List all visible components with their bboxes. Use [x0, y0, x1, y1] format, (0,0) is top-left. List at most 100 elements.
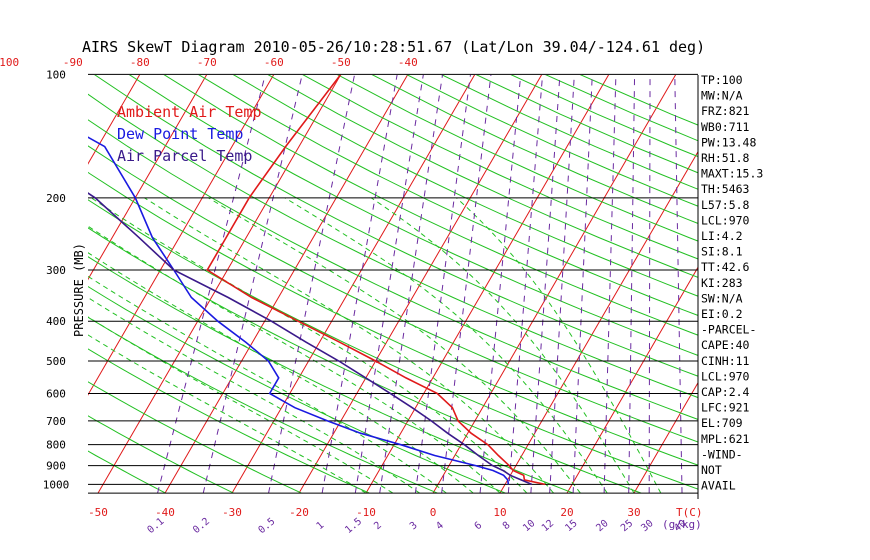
- dry-adiabat-line: [88, 171, 698, 466]
- mixing-ratio-tick-label: 4: [434, 520, 446, 532]
- mixing-ratio-unit: (g/kg): [662, 518, 702, 531]
- dry-adiabat-line: [88, 381, 302, 494]
- index-label: SI:8.1: [701, 245, 743, 259]
- index-label: EI:0.2: [701, 307, 743, 321]
- pressure-tick-label: 200: [46, 192, 66, 205]
- bottom-temp-tick-label: 0: [430, 506, 437, 519]
- mixing-ratio-tick-label: 0.2: [191, 516, 212, 536]
- bottom-axis-unit: T(C): [676, 506, 703, 519]
- dry-adiabat-line: [302, 75, 698, 260]
- mixing-ratio-line: [549, 75, 575, 494]
- index-label: -WIND-: [701, 447, 743, 461]
- isotherm-line: [432, 75, 677, 494]
- isotherm-line: [0, 74, 6, 493]
- index-label: CAPE:40: [701, 338, 750, 352]
- series-line: [88, 192, 533, 486]
- mixing-ratio-tick-label: 25: [619, 518, 635, 534]
- bottom-temp-tick-label: -50: [88, 506, 108, 519]
- isotherm-line: [88, 75, 208, 281]
- legend-entry: Dew Point Temp: [117, 125, 243, 143]
- bottom-temp-tick-label: -10: [356, 506, 376, 519]
- dry-adiabat-line: [88, 316, 438, 494]
- mixing-ratio-line: [479, 75, 522, 494]
- isotherm-line: [566, 266, 698, 494]
- pressure-tick-label: 300: [46, 264, 66, 277]
- mixing-ratio-tick-label: 0.1: [145, 516, 166, 536]
- index-label: AVAIL: [701, 479, 736, 493]
- index-label: MAXT:15.3: [701, 167, 763, 181]
- top-temp-tick-label: -60: [264, 56, 284, 69]
- mixing-ratio-tick-label: 8: [501, 520, 513, 532]
- index-label: TT:42.6: [701, 260, 750, 274]
- moist-adiabat-line: [144, 197, 554, 494]
- dry-adiabat-line: [88, 199, 698, 490]
- index-label: NOT: [701, 463, 722, 477]
- dry-adiabat-line: [88, 93, 698, 399]
- dry-adiabat-line: [88, 227, 642, 494]
- dry-adiabat-line: [88, 450, 166, 494]
- dry-adiabat-line: [406, 75, 698, 207]
- index-label: -PARCEL-: [701, 323, 756, 337]
- mixing-ratio-line: [530, 75, 561, 494]
- top-temp-tick-label: -40: [398, 56, 418, 69]
- dry-adiabat-line: [94, 75, 698, 377]
- dry-adiabat-line: [371, 75, 698, 224]
- pressure-tick-label: 1000: [43, 478, 70, 491]
- index-label: EL:709: [701, 416, 743, 430]
- pressure-tick-label: 900: [46, 460, 66, 473]
- isotherm-line: [0, 74, 73, 493]
- dry-adiabat-line: [163, 75, 698, 336]
- isotherm-line: [633, 381, 698, 494]
- y-axis-label: PRESSURE (MB): [72, 243, 86, 337]
- legend-entry: Ambient Air Temp: [117, 103, 262, 121]
- mixing-ratio-tick-label: 2: [372, 520, 384, 532]
- moist-adiabat-line: [456, 197, 662, 494]
- pressure-tick-label: 400: [46, 315, 66, 328]
- moist-adiabat-line: [88, 275, 447, 494]
- moist-adiabat-line: [88, 225, 501, 494]
- dry-adiabat-line: [128, 75, 698, 356]
- dry-adiabat-line: [267, 75, 698, 278]
- pressure-tick-label: 600: [46, 387, 66, 400]
- index-label: LCL:970: [701, 213, 750, 227]
- bottom-temp-tick-label: -20: [289, 506, 309, 519]
- mixing-ratio-line: [628, 75, 636, 494]
- index-label: WB0:711: [701, 120, 750, 134]
- mixing-ratio-tick-label: 1.5: [343, 516, 364, 536]
- mixing-ratio-tick-label: 30: [639, 518, 655, 534]
- moist-adiabat-line: [284, 197, 608, 494]
- isotherm-line: [768, 74, 870, 493]
- index-label: LI:4.2: [701, 229, 743, 243]
- legend-entry: Air Parcel Temp: [117, 147, 252, 165]
- dry-adiabat-line: [88, 348, 370, 494]
- moist-adiabat-line: [90, 197, 528, 494]
- index-label: MPL:621: [701, 432, 750, 446]
- top-temp-tick-label: -70: [197, 56, 217, 69]
- mixing-ratio-line: [157, 75, 266, 494]
- mixing-ratio-tick-label: 3: [408, 520, 420, 532]
- isotherm-line: [88, 75, 275, 396]
- pressure-tick-label: 500: [46, 355, 66, 368]
- mixing-ratio-line: [354, 75, 424, 494]
- dry-adiabat-line: [88, 119, 698, 420]
- moist-adiabat-line: [88, 316, 394, 494]
- index-label: SW:N/A: [701, 291, 743, 305]
- index-label: PW:13.48: [701, 135, 756, 149]
- isotherm-line: [365, 75, 610, 494]
- dry-adiabat-line: [88, 256, 574, 494]
- mixing-ratio-tick-label: 15: [563, 518, 579, 534]
- mixing-ratio-line: [674, 75, 683, 494]
- bottom-temp-tick-label: -30: [222, 506, 242, 519]
- bottom-temp-tick-label: 20: [560, 506, 573, 519]
- index-label: KI:283: [701, 276, 743, 290]
- top-temp-tick-label: -80: [130, 56, 150, 69]
- index-label: TP:100: [701, 73, 743, 87]
- mixing-ratio-line: [441, 75, 492, 494]
- chart-title: AIRS SkewT Diagram 2010-05-26/10:28:51.6…: [82, 38, 705, 56]
- bottom-temp-tick-label: 10: [493, 506, 506, 519]
- dry-adiabat-line: [88, 415, 234, 494]
- index-label: TH:5463: [701, 182, 750, 196]
- isotherm-line: [499, 150, 698, 494]
- series-line: [206, 75, 546, 486]
